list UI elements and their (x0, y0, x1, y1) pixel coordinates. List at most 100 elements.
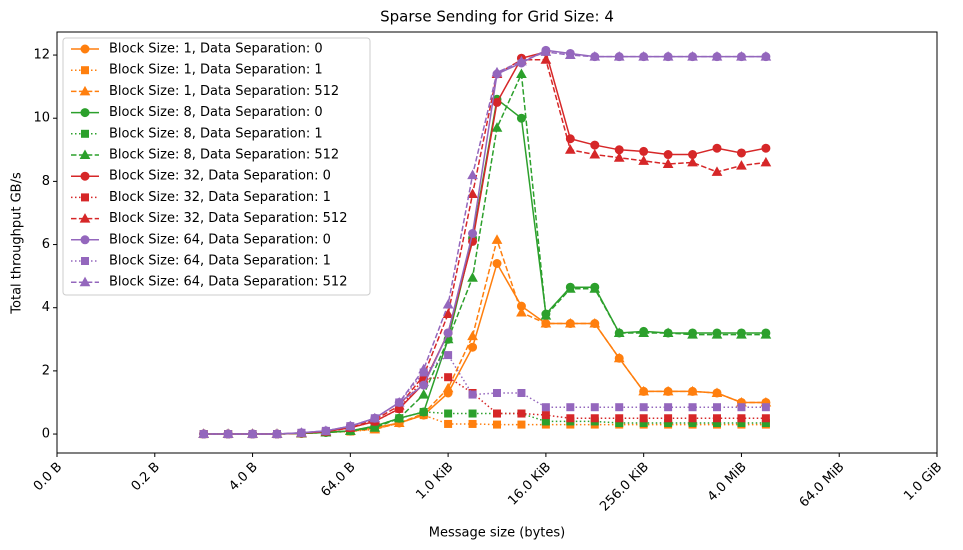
data-point (589, 317, 601, 328)
series-line (203, 237, 766, 435)
data-point (418, 389, 430, 399)
series-line (203, 354, 766, 435)
data-point (615, 403, 624, 412)
legend-marker (79, 213, 91, 223)
data-point (589, 149, 601, 159)
data-point (589, 283, 601, 293)
data-point (687, 385, 698, 396)
legend-label: Block Size: 64, Data Separation: 512 (109, 275, 347, 290)
data-point (247, 428, 258, 439)
legend-label: Block Size: 32, Data Separation: 1 (109, 190, 331, 205)
data-point (442, 382, 454, 393)
data-point (540, 317, 552, 328)
data-point (467, 272, 478, 282)
data-point (736, 148, 746, 158)
data-point (613, 152, 625, 162)
data-point (760, 329, 772, 339)
data-point (711, 51, 723, 61)
data-point (491, 122, 503, 132)
data-point (393, 412, 405, 423)
data-point (369, 422, 381, 432)
data-point (541, 411, 550, 420)
x-axis-label: Message size (bytes) (429, 526, 565, 541)
data-point (468, 342, 478, 352)
y-tick-label: 4 (42, 300, 50, 315)
data-point (564, 144, 576, 154)
data-point (760, 51, 772, 61)
legend-label: Block Size: 8, Data Separation: 512 (109, 148, 339, 163)
y-tick-label: 10 (33, 111, 50, 126)
legend-label: Block Size: 1, Data Separation: 1 (109, 63, 323, 78)
data-point (516, 113, 526, 123)
data-point (369, 412, 381, 423)
data-point (419, 407, 428, 416)
legend-label: Block Size: 1, Data Separation: 0 (109, 42, 323, 57)
data-point (687, 156, 698, 167)
data-point (761, 403, 770, 412)
legend-marker (79, 149, 91, 159)
data-point (736, 51, 747, 61)
data-point (517, 420, 526, 429)
data-point (419, 380, 429, 390)
y-tick-label: 6 (42, 237, 50, 252)
legend-marker (80, 235, 90, 245)
data-point (444, 373, 453, 382)
data-point (492, 97, 502, 107)
series-line (203, 59, 766, 435)
data-point (737, 403, 746, 412)
data-point (736, 160, 747, 170)
data-point (688, 403, 697, 412)
data-point (638, 51, 650, 61)
data-point (760, 156, 772, 167)
data-point (493, 420, 501, 429)
data-point (662, 158, 674, 169)
legend-marker (81, 193, 89, 202)
data-point (713, 414, 721, 423)
data-point (687, 51, 698, 61)
data-point (444, 351, 453, 360)
data-point (639, 414, 648, 423)
data-point (516, 68, 527, 79)
series-line (203, 71, 766, 435)
legend-label: Block Size: 32, Data Separation: 512 (109, 211, 347, 226)
data-point (566, 414, 575, 423)
data-point (664, 414, 673, 423)
data-point (296, 427, 307, 437)
data-point (540, 310, 552, 320)
legend-label: Block Size: 8, Data Separation: 0 (109, 105, 323, 120)
y-tick-label: 0 (42, 427, 50, 442)
series-line (203, 411, 766, 435)
data-point (590, 403, 599, 412)
data-point (516, 55, 527, 66)
data-point (564, 283, 576, 293)
legend-label: Block Size: 8, Data Separation: 1 (109, 126, 323, 141)
series-line (203, 376, 766, 435)
data-point (198, 428, 210, 439)
chart-title: Sparse Sending for Grid Size: 4 (380, 8, 614, 26)
data-point (540, 54, 552, 64)
data-point (467, 169, 478, 180)
legend-marker (80, 108, 90, 118)
data-point (711, 329, 723, 339)
data-point (468, 390, 477, 399)
y-tick-label: 8 (42, 174, 50, 189)
data-point (517, 388, 526, 397)
data-point (688, 414, 697, 423)
data-point (761, 414, 770, 423)
legend-marker (81, 66, 89, 75)
legend-marker (79, 85, 91, 96)
data-point (540, 46, 552, 56)
data-point (662, 327, 674, 337)
data-point (493, 388, 501, 397)
data-point (737, 414, 746, 423)
data-point (638, 385, 650, 396)
data-point (639, 403, 648, 412)
data-point (516, 306, 527, 317)
legend-label: Block Size: 64, Data Separation: 0 (109, 232, 331, 247)
data-point (320, 425, 332, 435)
legend-box (62, 37, 371, 296)
data-point (393, 396, 405, 407)
data-point (613, 327, 625, 337)
data-point (491, 234, 503, 244)
